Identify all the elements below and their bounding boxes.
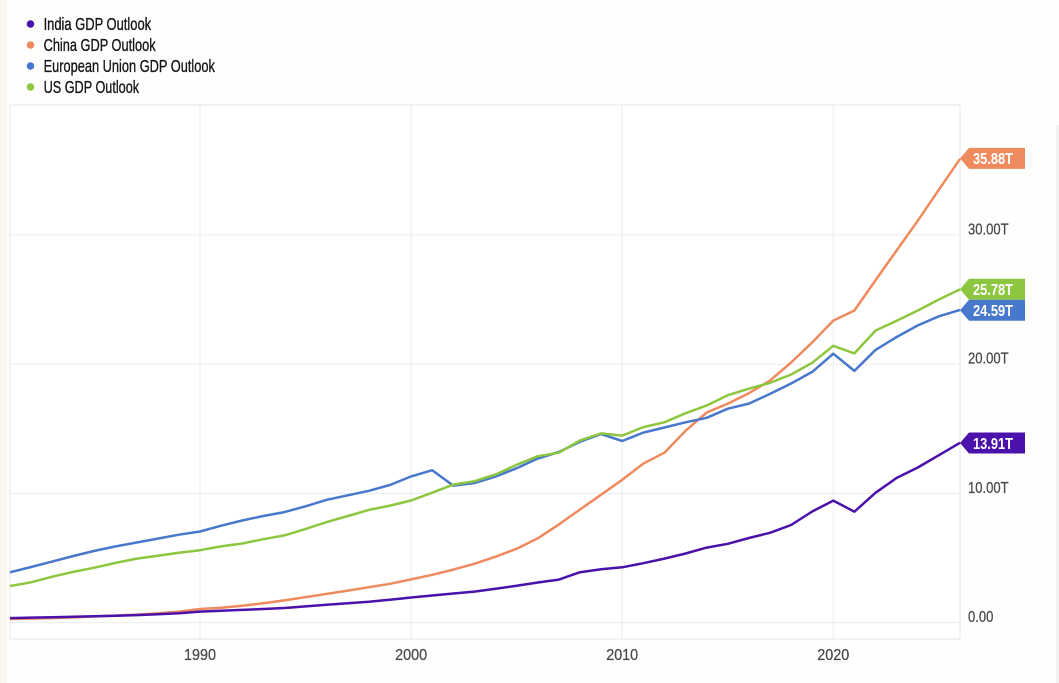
svg-text:2000: 2000: [395, 647, 427, 664]
svg-text:10.00T: 10.00T: [968, 480, 1009, 497]
svg-text:35.88T: 35.88T: [973, 151, 1013, 168]
svg-text:US GDP Outlook: US GDP Outlook: [44, 77, 140, 97]
svg-text:0.00: 0.00: [968, 609, 994, 626]
svg-text:China GDP Outlook: China GDP Outlook: [44, 35, 156, 55]
svg-text:13.91T: 13.91T: [973, 436, 1013, 453]
svg-text:India GDP Outlook: India GDP Outlook: [44, 14, 152, 34]
svg-text:2010: 2010: [606, 647, 638, 664]
svg-text:20.00T: 20.00T: [968, 351, 1009, 368]
svg-text:European Union GDP Outlook: European Union GDP Outlook: [44, 56, 215, 76]
svg-text:25.78T: 25.78T: [973, 282, 1013, 299]
svg-text:30.00T: 30.00T: [968, 222, 1009, 239]
svg-text:24.59T: 24.59T: [973, 303, 1013, 320]
svg-text:1990: 1990: [184, 647, 216, 664]
svg-text:2020: 2020: [817, 647, 849, 664]
